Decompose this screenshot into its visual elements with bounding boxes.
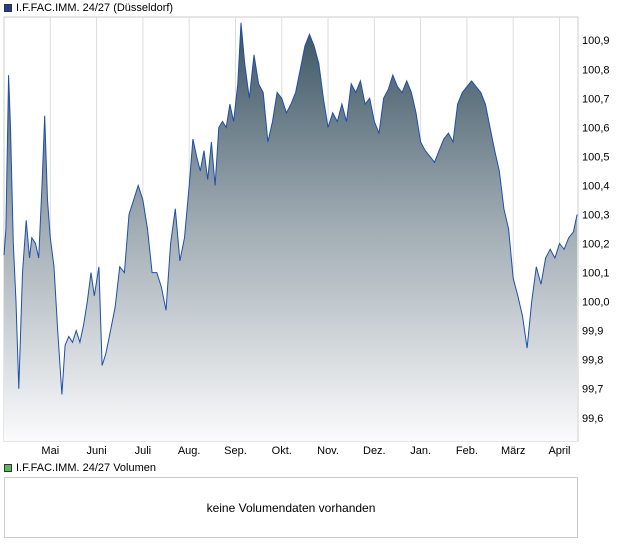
x-tick-label: Nov. xyxy=(317,445,339,457)
price-area-fill xyxy=(4,22,578,442)
price-legend: I.F.FAC.IMM. 24/27 (Düsseldorf) xyxy=(4,1,173,15)
y-tick-label: 100,3 xyxy=(582,209,610,221)
x-tick-label: Juli xyxy=(135,445,152,457)
price-area xyxy=(3,22,578,442)
y-tick-label: 99,6 xyxy=(582,413,603,425)
no-volume-message: keine Volumendaten vorhanden xyxy=(206,500,376,515)
x-tick-label: Aug. xyxy=(178,445,201,457)
price-line xyxy=(3,22,578,395)
y-tick-label: 100,6 xyxy=(582,122,610,134)
x-tick-label: Dez. xyxy=(363,445,386,457)
price-chart: 99,6 99,7 99,8 99,9 100,0 100,1 100,2 100,3 100,… xyxy=(3,16,610,457)
y-tick-label: 100,4 xyxy=(582,180,610,192)
x-tick-label: April xyxy=(548,445,570,457)
y-tick-label: 100,7 xyxy=(582,93,610,105)
x-tick-label: Jan. xyxy=(410,445,431,457)
x-tick-label: Juni xyxy=(86,445,106,457)
x-tick-label: Mai xyxy=(41,445,59,457)
y-tick-label: 100,9 xyxy=(582,35,610,47)
x-axis-ticks: Mai Juni Juli Aug. Sep. Okt. Nov. Dez. Jan. Feb. M… xyxy=(41,445,570,457)
price-legend-swatch xyxy=(4,4,12,12)
price-legend-label: I.F.FAC.IMM. 24/27 (Düsseldorf) xyxy=(16,2,174,14)
y-tick-label: 99,9 xyxy=(582,326,603,338)
y-tick-label: 99,7 xyxy=(582,384,603,396)
x-tick-label: Sep. xyxy=(224,445,247,457)
y-tick-label: 100,2 xyxy=(582,239,610,251)
volume-legend-swatch xyxy=(4,464,12,472)
x-tick-label: Feb. xyxy=(456,445,478,457)
y-axis-ticks: 99,6 99,7 99,8 99,9 100,0 100,1 100,2 100,3 100,… xyxy=(582,35,610,425)
x-tick-label: März xyxy=(501,445,525,457)
volume-legend-label: I.F.FAC.IMM. 24/27 Volumen xyxy=(16,462,157,474)
y-tick-label: 99,8 xyxy=(582,355,603,367)
x-tick-label: Okt. xyxy=(272,445,292,457)
y-tick-label: 100,1 xyxy=(582,268,610,280)
volume-panel: keine Volumendaten vorhanden xyxy=(4,477,578,538)
y-tick-label: 100,0 xyxy=(582,297,610,309)
y-tick-label: 100,5 xyxy=(582,151,610,163)
y-tick-label: 100,8 xyxy=(582,64,610,76)
volume-legend: I.F.FAC.IMM. 24/27 Volumen xyxy=(4,461,156,475)
